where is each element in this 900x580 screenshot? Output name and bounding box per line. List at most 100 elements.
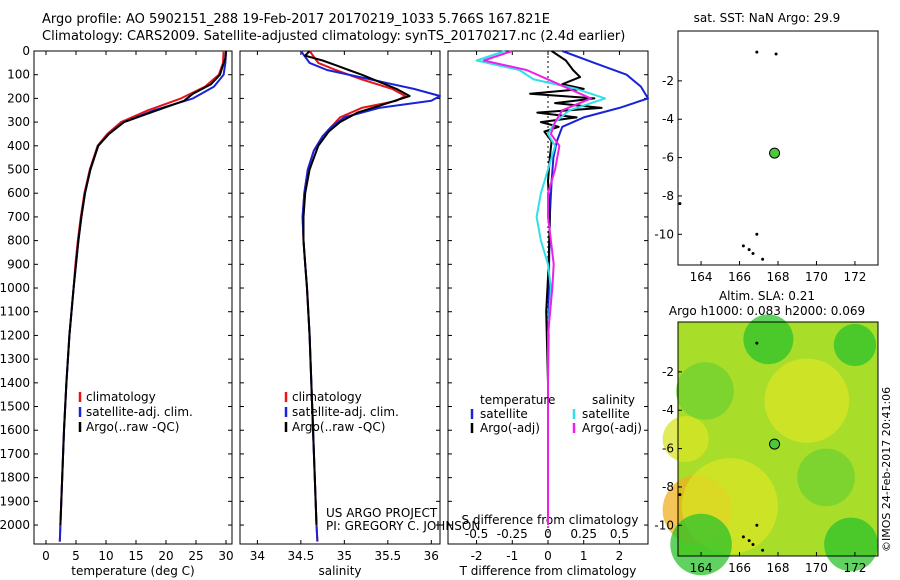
depth-tick-label: 1800	[0, 471, 30, 485]
depth-tick-label: 600	[7, 186, 30, 200]
sla-map-island	[755, 341, 759, 345]
sla-map-anomaly-patch	[833, 323, 877, 367]
difference-legend-label: satellite	[480, 407, 528, 421]
sst-map-lon-tick-label: 166	[728, 270, 751, 284]
temperature-x-tick-label: 5	[72, 549, 80, 563]
depth-tick-label: 1900	[0, 494, 30, 508]
salinity-series-argo-raw-qc-	[302, 50, 411, 526]
depth-tick-label: 0	[22, 44, 30, 58]
pi-credit: PI: GREGORY C. JOHNSON	[326, 519, 481, 533]
sla-map-lat-tick-label: -4	[662, 403, 674, 417]
depth-tick-label: 1500	[0, 400, 30, 414]
sst-map-island	[747, 248, 751, 252]
sst-map-lat-tick-label: -10	[654, 227, 674, 241]
salinity-x-tick-label: 36	[424, 549, 439, 563]
sst-map-lat-tick-label: -6	[662, 151, 674, 165]
salinity-x-tick-label: 34	[250, 549, 265, 563]
depth-tick-label: 1000	[0, 281, 30, 295]
sla-map-anomaly-patch	[670, 513, 732, 576]
temperature-x-tick-label: 15	[128, 549, 143, 563]
difference-series-salinity-argo-adj-	[482, 50, 592, 525]
sla-map-lat-tick-label: -10	[654, 518, 674, 532]
difference-x-tick-label: 1	[580, 549, 588, 563]
salinity-legend-label: climatology	[292, 390, 362, 404]
difference-x-tick-label: -1	[506, 549, 518, 563]
sst-map-argo-float-marker	[769, 147, 781, 159]
depth-tick-label: 1600	[0, 423, 30, 437]
sla-map-island	[761, 548, 765, 552]
figure-title-line1: Argo profile: AO 5902151_288 19-Feb-2017…	[42, 12, 550, 27]
depth-tick-label: 1100	[0, 305, 30, 319]
depth-tick-label: 1400	[0, 376, 30, 390]
salinity-legend-label: satellite-adj. clim.	[292, 405, 399, 419]
sst-map-island	[774, 52, 778, 56]
sla-map-lat-tick-label: -8	[662, 480, 674, 494]
salinity-x-axis-label: salinity	[318, 564, 361, 578]
sst-map-island	[741, 244, 745, 248]
temperature-legend-label: Argo(..raw -QC)	[86, 420, 179, 434]
salinity-difference-tick-label: -0.5	[465, 527, 488, 541]
difference-x-tick-label: 0	[544, 549, 552, 563]
sla-map-island	[741, 535, 745, 539]
depth-tick-label: 400	[7, 139, 30, 153]
sst-map-lon-tick-label: 172	[843, 270, 866, 284]
sla-map-lon-tick-label: 172	[843, 561, 866, 575]
sla-map-lon-tick-label: 164	[690, 561, 713, 575]
depth-tick-label: 900	[7, 257, 30, 271]
project-credit: US ARGO PROJECT	[326, 506, 438, 520]
sla-map-lat-tick-label: -2	[662, 365, 674, 379]
difference-legend-label: satellite	[582, 407, 630, 421]
sst-map-lon-tick-label: 170	[805, 270, 828, 284]
sst-map-island	[755, 232, 759, 236]
sla-map-anomaly-patch	[676, 362, 734, 420]
sst-map-island	[751, 251, 755, 255]
sla-map-anomaly-patch	[797, 448, 855, 507]
salinity-difference-tick-label: 0	[544, 527, 552, 541]
sla-map-anomaly-patch	[743, 314, 794, 365]
depth-tick-label: 1300	[0, 352, 30, 366]
sla-map-lon-tick-label: 166	[728, 561, 751, 575]
sla-map-subtitle: Argo h1000: 0.083 h2000: 0.069	[669, 304, 865, 318]
sla-map-anomaly-patch	[662, 415, 709, 463]
salinity-x-tick-label: 35.5	[374, 549, 401, 563]
figure-title-line2: Climatology: CARS2009. Satellite-adjuste…	[42, 29, 626, 44]
depth-tick-label: 500	[7, 163, 30, 177]
salinity-difference-tick-label: -0.25	[497, 527, 528, 541]
salinity-difference-axis-label: S difference from climatology	[462, 513, 639, 527]
sst-map-island	[755, 50, 759, 54]
temperature-x-tick-label: 10	[98, 549, 113, 563]
difference-x-tick-label: -2	[471, 549, 483, 563]
sst-map-lon-tick-label: 168	[767, 270, 790, 284]
sst-map-lat-tick-label: -4	[662, 112, 674, 126]
temperature-legend-label: satellite-adj. clim.	[86, 405, 193, 419]
difference-x-axis-label: T difference from climatology	[459, 564, 637, 578]
difference-legend-label: temperature	[480, 393, 555, 407]
sst-map-island	[761, 257, 765, 261]
temperature-x-axis-label: temperature (deg C)	[71, 564, 194, 578]
temperature-plot-frame	[33, 50, 233, 545]
depth-tick-label: 1200	[0, 328, 30, 342]
sla-map-anomaly-patch	[824, 517, 878, 572]
salinity-difference-tick-label: 0.25	[570, 527, 597, 541]
sst-map-background	[678, 31, 878, 265]
sla-map-island	[751, 542, 755, 546]
salinity-legend-label: Argo(..raw -QC)	[292, 420, 385, 434]
difference-legend-label: Argo(-adj)	[582, 421, 642, 435]
difference-legend-label: Argo(-adj)	[480, 421, 540, 435]
sla-map-lat-tick-label: -6	[662, 442, 674, 456]
temperature-x-tick-label: 30	[218, 549, 233, 563]
imos-credit: ©IMOS 24-Feb-2017 20:41:06	[880, 386, 893, 552]
temperature-x-tick-label: 0	[42, 549, 50, 563]
difference-legend-label: salinity	[592, 393, 635, 407]
salinity-x-tick-label: 34.5	[288, 549, 315, 563]
temperature-legend-label: climatology	[86, 390, 156, 404]
temperature-x-tick-label: 20	[158, 549, 173, 563]
salinity-x-tick-label: 35	[337, 549, 352, 563]
depth-tick-label: 800	[7, 234, 30, 248]
sla-map-anomaly-patch	[764, 358, 850, 443]
depth-tick-label: 200	[7, 91, 30, 105]
sla-map-argo-float-marker	[769, 438, 781, 450]
sst-map-lat-tick-label: -2	[662, 74, 674, 88]
depth-tick-label: 700	[7, 210, 30, 224]
